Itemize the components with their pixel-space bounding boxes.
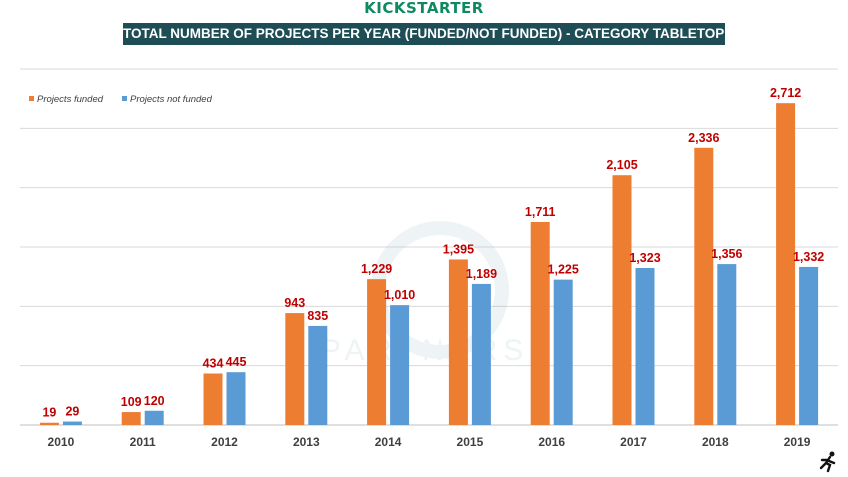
data-label: 1,229 bbox=[361, 262, 392, 276]
data-label: 1,395 bbox=[443, 242, 474, 256]
legend-label: Projects funded bbox=[37, 94, 104, 105]
data-label: 1,711 bbox=[525, 205, 556, 219]
x-tick-label: 2014 bbox=[375, 435, 402, 449]
x-tick-label: 2017 bbox=[620, 435, 647, 449]
x-tick-label: 2012 bbox=[211, 435, 238, 449]
data-label: 1,323 bbox=[629, 251, 660, 265]
bar-not-funded-2011 bbox=[144, 410, 164, 425]
x-tick-label: 2019 bbox=[784, 435, 811, 449]
legend-swatch bbox=[122, 96, 127, 101]
bar-not-funded-2018 bbox=[717, 264, 737, 425]
data-label: 2,336 bbox=[688, 131, 719, 145]
x-tick-label: 2015 bbox=[457, 435, 484, 449]
bar-not-funded-2015 bbox=[471, 283, 491, 425]
data-label: 1,189 bbox=[466, 267, 497, 281]
data-label: 445 bbox=[226, 355, 247, 369]
bar-not-funded-2017 bbox=[635, 268, 655, 425]
legend-swatch bbox=[29, 96, 34, 101]
bar-not-funded-2012 bbox=[226, 372, 246, 425]
bar-not-funded-2014 bbox=[390, 305, 410, 425]
brand-logo: KICKSTARTER bbox=[364, 0, 484, 14]
x-tick-label: 2011 bbox=[130, 435, 156, 449]
legend: Projects funded Projects not funded bbox=[29, 94, 213, 105]
bar-funded-2010 bbox=[39, 422, 59, 425]
watermark-text: PARTNERS bbox=[321, 334, 530, 367]
data-label: 1,356 bbox=[711, 247, 742, 261]
x-tick-label: 2010 bbox=[48, 435, 75, 449]
bar-funded-2011 bbox=[121, 412, 141, 425]
x-tick-label: 2013 bbox=[293, 435, 320, 449]
data-label: 1,225 bbox=[548, 263, 579, 277]
x-tick-label: 2018 bbox=[702, 435, 729, 449]
bar-not-funded-2013 bbox=[308, 325, 328, 425]
data-label: 1,010 bbox=[384, 288, 415, 302]
bar-not-funded-2010 bbox=[62, 421, 82, 425]
legend-label: Projects not funded bbox=[130, 94, 213, 105]
bar-funded-2019 bbox=[776, 103, 796, 426]
data-label: 109 bbox=[121, 395, 142, 409]
data-label: 120 bbox=[144, 394, 165, 408]
bar-not-funded-2016 bbox=[553, 279, 573, 425]
data-label: 29 bbox=[65, 405, 79, 419]
bar-funded-2015 bbox=[448, 259, 468, 425]
chart-title: TOTAL NUMBER OF PROJECTS PER YEAR (FUNDE… bbox=[123, 23, 777, 45]
data-label: 943 bbox=[284, 296, 305, 310]
x-tick-label: 2016 bbox=[538, 435, 565, 449]
data-label: 1,332 bbox=[793, 250, 824, 264]
data-label: 2,712 bbox=[770, 86, 801, 100]
bar-not-funded-2019 bbox=[799, 266, 819, 425]
bar-funded-2017 bbox=[612, 175, 632, 425]
data-label: 434 bbox=[203, 356, 224, 370]
bar-funded-2013 bbox=[285, 313, 305, 425]
bar-funded-2014 bbox=[367, 279, 387, 425]
bar-funded-2016 bbox=[530, 221, 550, 425]
data-label: 835 bbox=[307, 309, 328, 323]
data-label: 19 bbox=[42, 406, 56, 420]
bar-funded-2018 bbox=[694, 147, 714, 425]
data-label: 2,105 bbox=[606, 158, 637, 172]
watermark: PARTNERS bbox=[321, 221, 530, 367]
runner-icon bbox=[819, 451, 836, 473]
bar-funded-2012 bbox=[203, 373, 223, 425]
